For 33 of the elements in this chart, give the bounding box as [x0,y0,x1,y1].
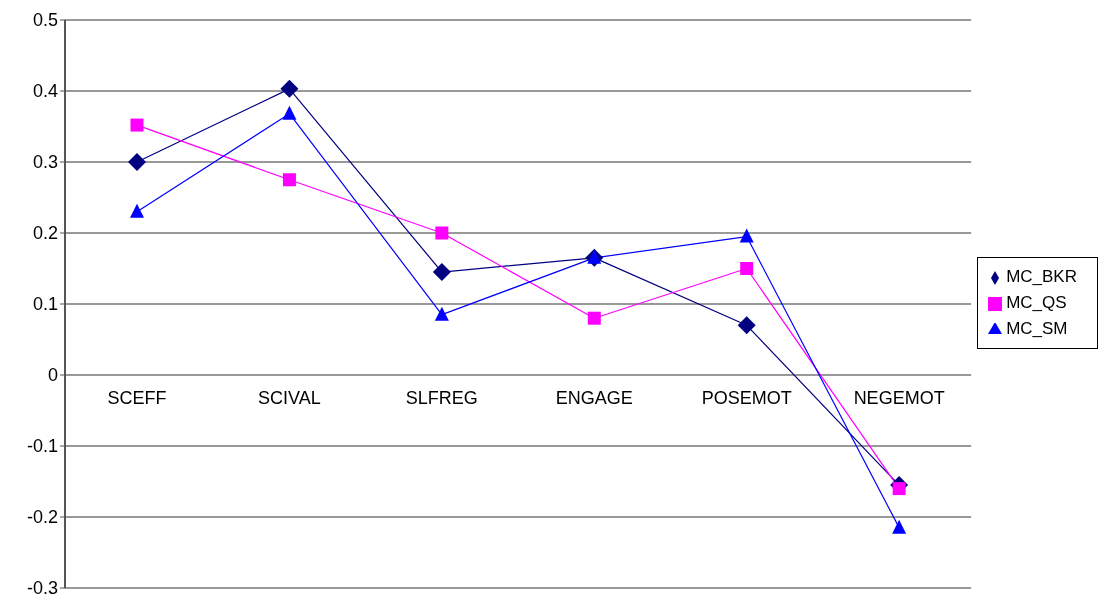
y-tick-label: -0.1 [26,436,58,457]
y-tick-label: 0.1 [32,294,58,315]
point [740,262,754,275]
y-tick-label: 0 [47,365,58,386]
point [282,105,297,120]
point [587,311,601,325]
point [432,263,451,282]
legend-label: MC_QS [1006,293,1067,312]
point [434,306,449,321]
legend-label: MC_SM [1006,319,1068,338]
point [280,79,299,98]
x-tick-label: POSEMOT [701,388,792,409]
point [282,173,296,187]
x-tick-label: ENGAGE [555,388,633,409]
y-tick-label: -0.2 [26,507,58,528]
x-tick-label: SCIVAL [258,388,321,409]
point [130,118,144,132]
x-tick-label: NEGEMOT [853,388,945,409]
point [737,316,756,335]
point [739,228,754,243]
y-tick-label: 0.2 [32,223,58,244]
x-tick-label: SCEFF [107,388,167,409]
point [128,153,146,171]
y-tick-label: 0.4 [32,81,58,102]
x-tick-label: SLFREG [405,388,478,409]
y-tick-label: -0.3 [26,578,58,599]
y-tick-label: 0.3 [32,152,58,173]
point [892,519,907,534]
point [435,226,449,240]
point [130,203,144,218]
y-tick-label: 0.5 [32,10,58,31]
legend-label: MC_BKR [1006,267,1077,286]
point [892,482,906,496]
